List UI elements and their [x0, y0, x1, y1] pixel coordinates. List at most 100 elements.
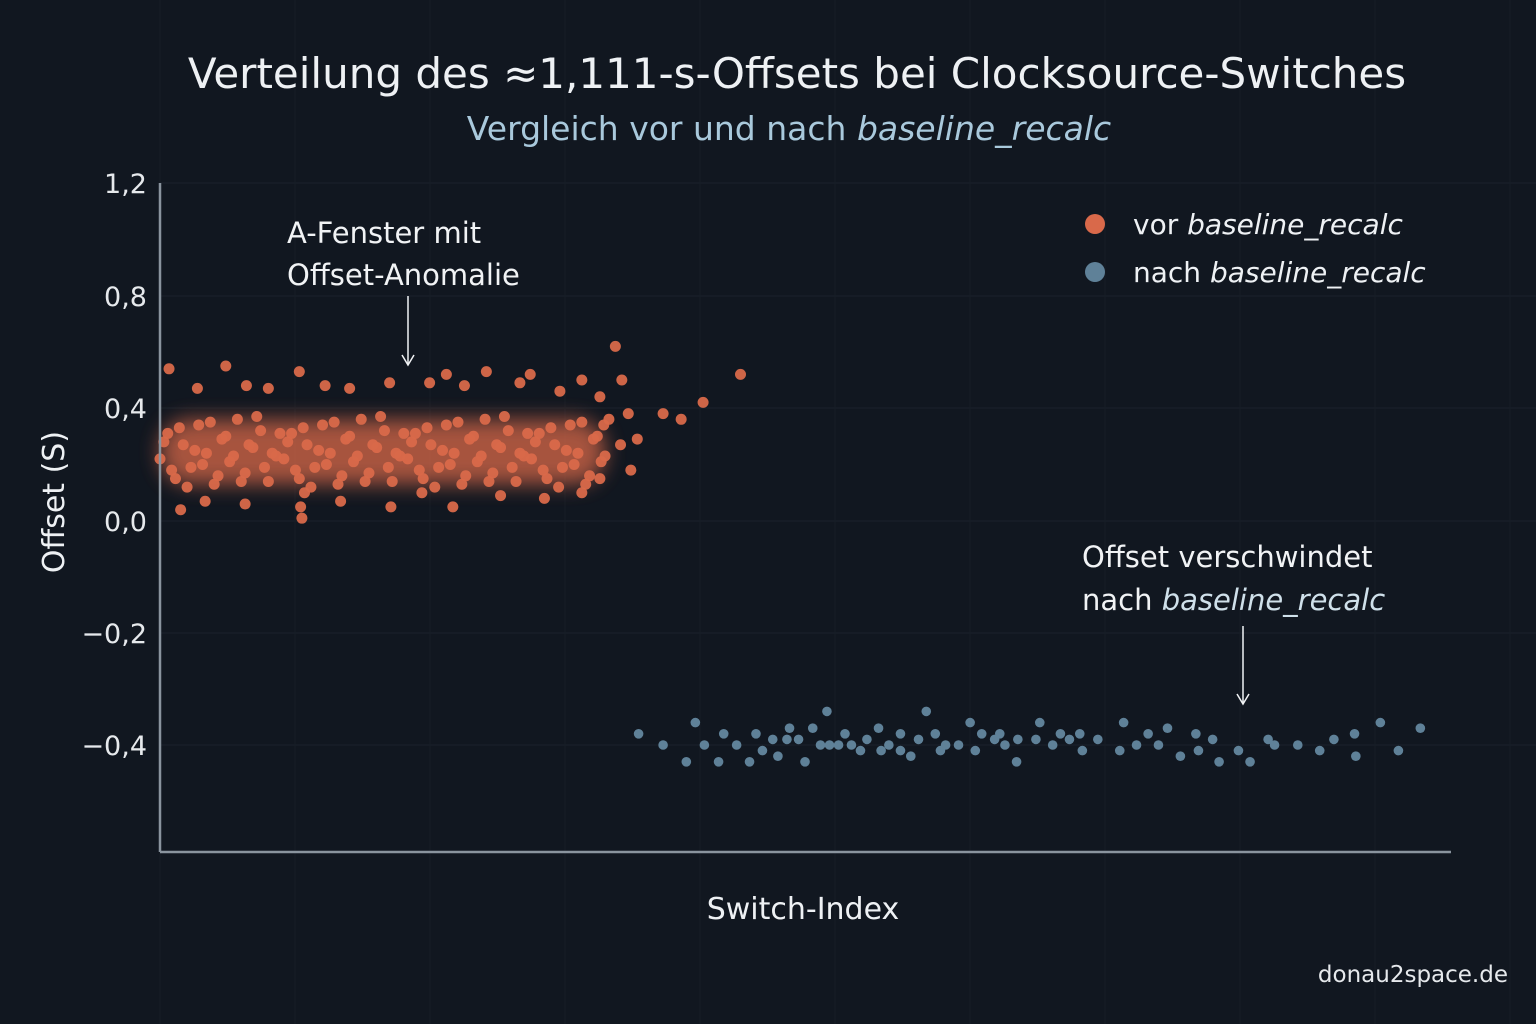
point-before [538, 492, 550, 504]
point-before [631, 433, 643, 445]
legend-marker-after [1085, 262, 1105, 282]
point-after [895, 745, 906, 756]
point-before [199, 495, 211, 507]
x-axis-label: Switch-Index [707, 892, 900, 927]
point-before [355, 413, 367, 425]
point-after [1064, 734, 1075, 745]
y-tick-label: 0,4 [104, 394, 147, 425]
point-before [296, 512, 308, 524]
y-axis-label: Offset (S) [37, 431, 72, 573]
point-after [807, 723, 818, 733]
legend-item-after[interactable]: nach baseline_recalc [1085, 256, 1426, 289]
point-before [533, 427, 545, 439]
point-before [456, 478, 468, 490]
point-before [335, 495, 347, 507]
arrow-down-icon [1236, 626, 1250, 706]
point-after [1263, 734, 1273, 745]
annotation-anomaly-line1: A-Fenster mit [287, 216, 481, 250]
point-before [328, 416, 340, 428]
point-before [460, 470, 472, 482]
point-before [293, 473, 305, 485]
point-after [1415, 723, 1426, 733]
legend-after-prefix: nach [1133, 256, 1210, 289]
point-after [1034, 717, 1045, 728]
point-before [220, 360, 232, 372]
point-before [239, 498, 251, 510]
point-before [529, 436, 541, 448]
point-before [228, 450, 240, 462]
point-before [243, 439, 255, 451]
point-after [1031, 734, 1041, 745]
point-before [255, 425, 267, 437]
point-before [591, 430, 603, 442]
point-before [336, 470, 348, 482]
point-after [905, 751, 916, 761]
point-before [480, 366, 492, 378]
point-before [437, 444, 449, 456]
point-after [1191, 729, 1201, 739]
subtitle-prefix: Vergleich vor und nach [467, 109, 857, 148]
point-before [554, 385, 566, 397]
point-before [475, 450, 487, 462]
point-before [163, 363, 175, 375]
point-before [594, 473, 606, 485]
point-before [615, 439, 627, 451]
point-before [251, 410, 263, 422]
point-before [375, 410, 387, 422]
point-after [633, 729, 644, 739]
point-before [363, 467, 375, 479]
point-before [386, 475, 398, 487]
point-before [452, 416, 464, 428]
point-after [1214, 757, 1224, 767]
point-before [625, 464, 637, 476]
point-before [537, 464, 549, 476]
point-before [402, 453, 414, 465]
point-after [1114, 745, 1125, 756]
point-before [502, 425, 514, 437]
point-after [681, 757, 692, 767]
y-tick-label: 1,2 [104, 169, 147, 200]
point-after [833, 740, 844, 750]
point-after [846, 740, 857, 750]
point-before [594, 391, 606, 403]
point-before [297, 422, 309, 434]
point-after [718, 729, 729, 739]
point-after [1131, 740, 1142, 750]
point-after [658, 740, 668, 750]
y-tick-label: −0,4 [81, 731, 147, 762]
point-after [800, 757, 810, 767]
y-tick-label: −0,2 [81, 619, 147, 650]
point-before [440, 419, 452, 431]
point-after [767, 734, 778, 745]
legend-item-before[interactable]: vor baseline_recalc [1085, 208, 1403, 241]
point-before [189, 444, 201, 456]
chart-subtitle: Vergleich vor und nach baseline_recalc [467, 109, 1111, 148]
point-before [173, 422, 185, 434]
point-before [367, 439, 379, 451]
point-before [495, 490, 507, 502]
point-before [204, 416, 216, 428]
legend-before-prefix: vor [1133, 208, 1187, 241]
point-after [876, 745, 886, 756]
point-before [305, 481, 317, 493]
point-before [553, 481, 565, 493]
point-before [514, 377, 526, 389]
point-before [239, 467, 251, 479]
point-after [1047, 740, 1058, 750]
point-before [378, 425, 390, 437]
point-after [930, 729, 941, 739]
point-after [965, 717, 975, 728]
point-after [970, 745, 981, 756]
point-before [448, 447, 460, 459]
point-after [1292, 740, 1303, 750]
point-after [1375, 717, 1386, 728]
point-after [921, 706, 932, 717]
point-after [953, 740, 964, 750]
point-before [191, 382, 203, 394]
point-before [409, 427, 421, 439]
point-after [862, 734, 872, 745]
point-after [731, 740, 742, 750]
point-after [1162, 723, 1173, 733]
legend-before-emph: baseline_recalc [1187, 208, 1403, 241]
point-after [1314, 745, 1325, 756]
